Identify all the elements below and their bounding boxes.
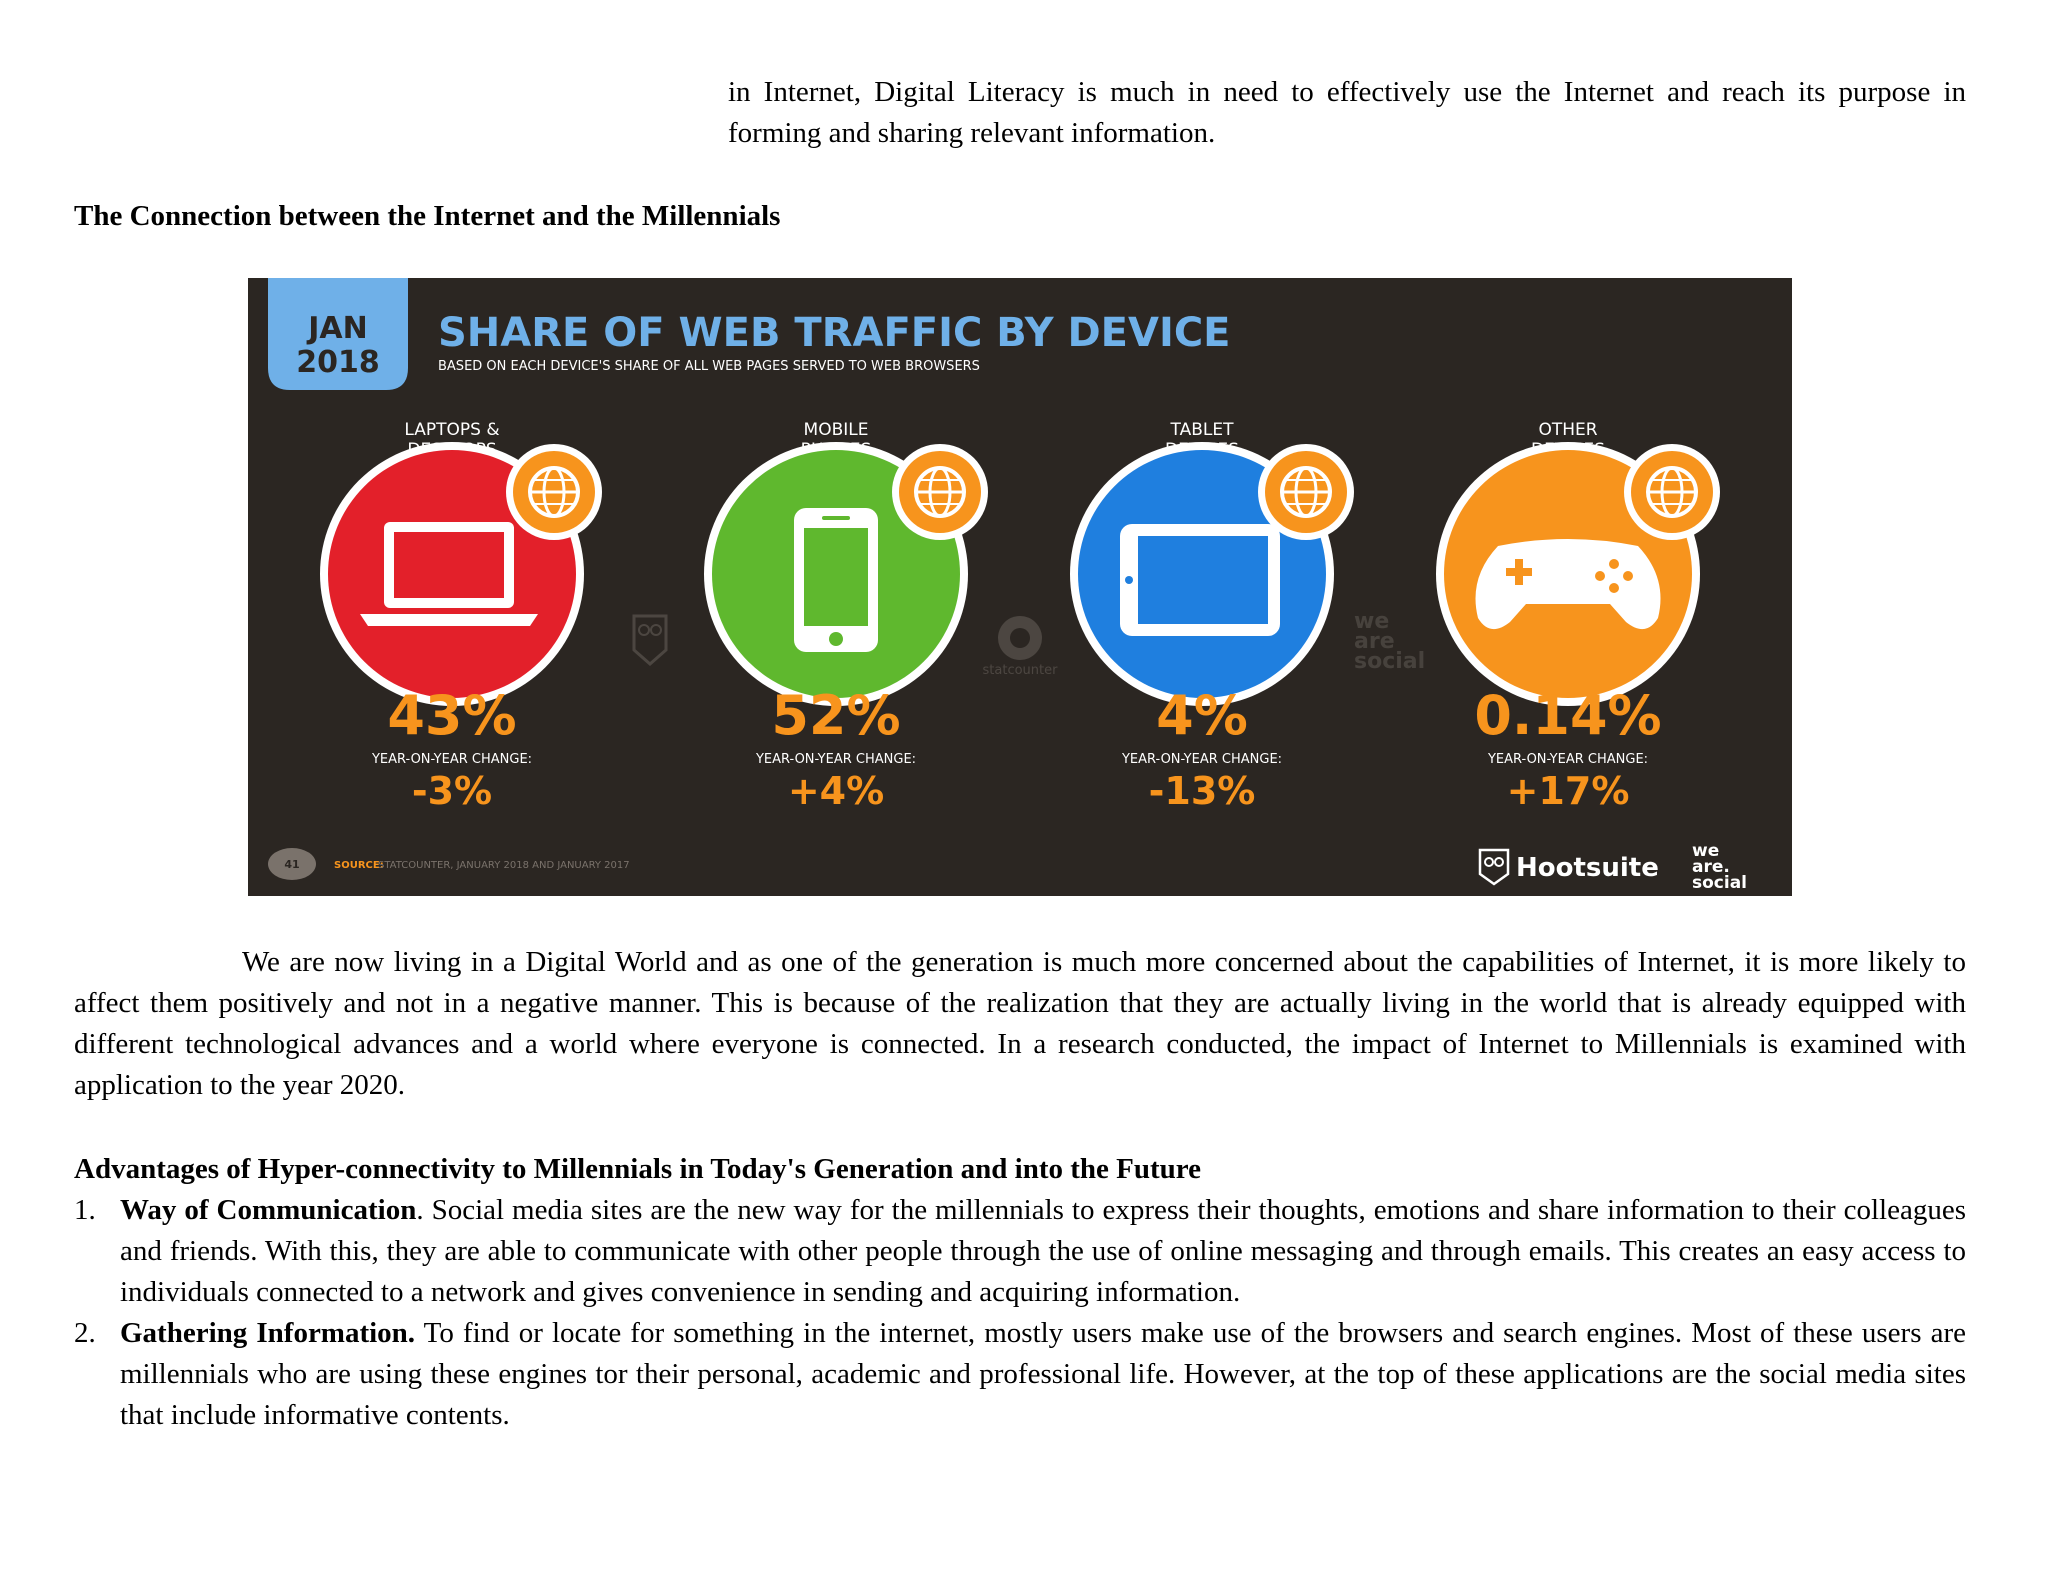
- svg-text:we: we: [1354, 609, 1389, 634]
- list-item-title: Way of Communication: [120, 1194, 417, 1226]
- device-label-laptops-line1: LAPTOPS &: [404, 420, 499, 440]
- infographic-subtitle: BASED ON EACH DEVICE'S SHARE OF ALL WEB …: [438, 359, 980, 374]
- web-traffic-infographic: JAN 2018 SHARE OF WEB TRAFFIC BY DEVICE …: [248, 278, 1792, 896]
- device-label-tablet-line1: TABLET: [1170, 420, 1235, 440]
- body-paragraph-text: We are now living in a Digital World and…: [74, 946, 1966, 1101]
- body-paragraph: We are now living in a Digital World and…: [74, 942, 1966, 1106]
- section-heading: The Connection between the Internet and …: [74, 200, 781, 232]
- laptop-icon: [360, 522, 538, 626]
- globe-icon-other: [1624, 444, 1720, 540]
- statcounter-watermark: statcounter: [983, 616, 1059, 678]
- svg-text:social: social: [1354, 649, 1425, 674]
- change-other: +17%: [1507, 769, 1630, 813]
- date-month: JAN: [306, 311, 368, 346]
- yoy-label-tablet: YEAR-ON-YEAR CHANGE:: [1121, 752, 1282, 767]
- hootsuite-logo: Hootsuite: [1516, 853, 1659, 883]
- yoy-label-other: YEAR-ON-YEAR CHANGE:: [1487, 752, 1648, 767]
- source-text: STATCOUNTER, JANUARY 2018 AND JANUARY 20…: [378, 860, 630, 871]
- list-item: 2. Gathering Information. To find or loc…: [74, 1313, 1966, 1436]
- list-item: 1. Way of Communication. Social media si…: [74, 1190, 1966, 1313]
- we-are-social-watermark: we are social: [1354, 609, 1425, 674]
- we-are-social-logo: we are. social: [1692, 841, 1747, 893]
- yoy-label-laptops: YEAR-ON-YEAR CHANGE:: [371, 752, 532, 767]
- list-item-number: 2.: [74, 1317, 96, 1349]
- change-mobile: +4%: [788, 769, 884, 813]
- owl-watermark-icon: [632, 614, 668, 666]
- globe-icon-tablet: [1258, 444, 1354, 540]
- svg-text:social: social: [1692, 873, 1747, 893]
- hootsuite-owl-icon: [1478, 848, 1510, 886]
- date-badge: JAN 2018: [268, 278, 408, 390]
- advantages-list: 1. Way of Communication. Social media si…: [74, 1190, 1966, 1436]
- globe-icon-mobile: [892, 444, 988, 540]
- yoy-label-mobile: YEAR-ON-YEAR CHANGE:: [755, 752, 916, 767]
- list-item-text: Social media sites are the new way for t…: [120, 1194, 1967, 1308]
- intro-paragraph: in Internet, Digital Literacy is much in…: [728, 76, 1966, 149]
- mobile-phone-icon: [794, 508, 878, 652]
- list-item-title-suffix: .: [416, 1194, 424, 1226]
- list-item-title: Gathering Information.: [120, 1317, 416, 1349]
- svg-text:41: 41: [284, 858, 299, 871]
- share-other: 0.14%: [1474, 684, 1661, 747]
- globe-icon-laptops: [506, 444, 602, 540]
- tablet-icon: [1120, 524, 1280, 636]
- advantages-heading: Advantages of Hyper-connectivity to Mill…: [74, 1153, 1202, 1185]
- svg-text:statcounter: statcounter: [983, 663, 1059, 678]
- source-label: SOURCE:: [334, 860, 384, 871]
- date-year: 2018: [296, 345, 380, 380]
- infographic-title: SHARE OF WEB TRAFFIC BY DEVICE: [438, 310, 1231, 356]
- change-laptops: -3%: [412, 769, 492, 813]
- device-label-mobile-line1: MOBILE: [804, 420, 869, 440]
- svg-text:are: are: [1354, 629, 1395, 654]
- change-tablet: -13%: [1149, 769, 1256, 813]
- list-item-text: To find or locate for something in the i…: [120, 1317, 1966, 1431]
- page-number-badge: 41: [268, 848, 316, 880]
- svg-text:are.: are.: [1692, 857, 1730, 877]
- share-laptops: 43%: [387, 684, 516, 747]
- device-label-other-line1: OTHER: [1538, 420, 1597, 440]
- game-controller-icon: [1475, 539, 1661, 630]
- share-tablet: 4%: [1156, 684, 1248, 747]
- svg-text:we: we: [1692, 841, 1719, 861]
- list-item-number: 1.: [74, 1194, 96, 1226]
- share-mobile: 52%: [771, 684, 900, 747]
